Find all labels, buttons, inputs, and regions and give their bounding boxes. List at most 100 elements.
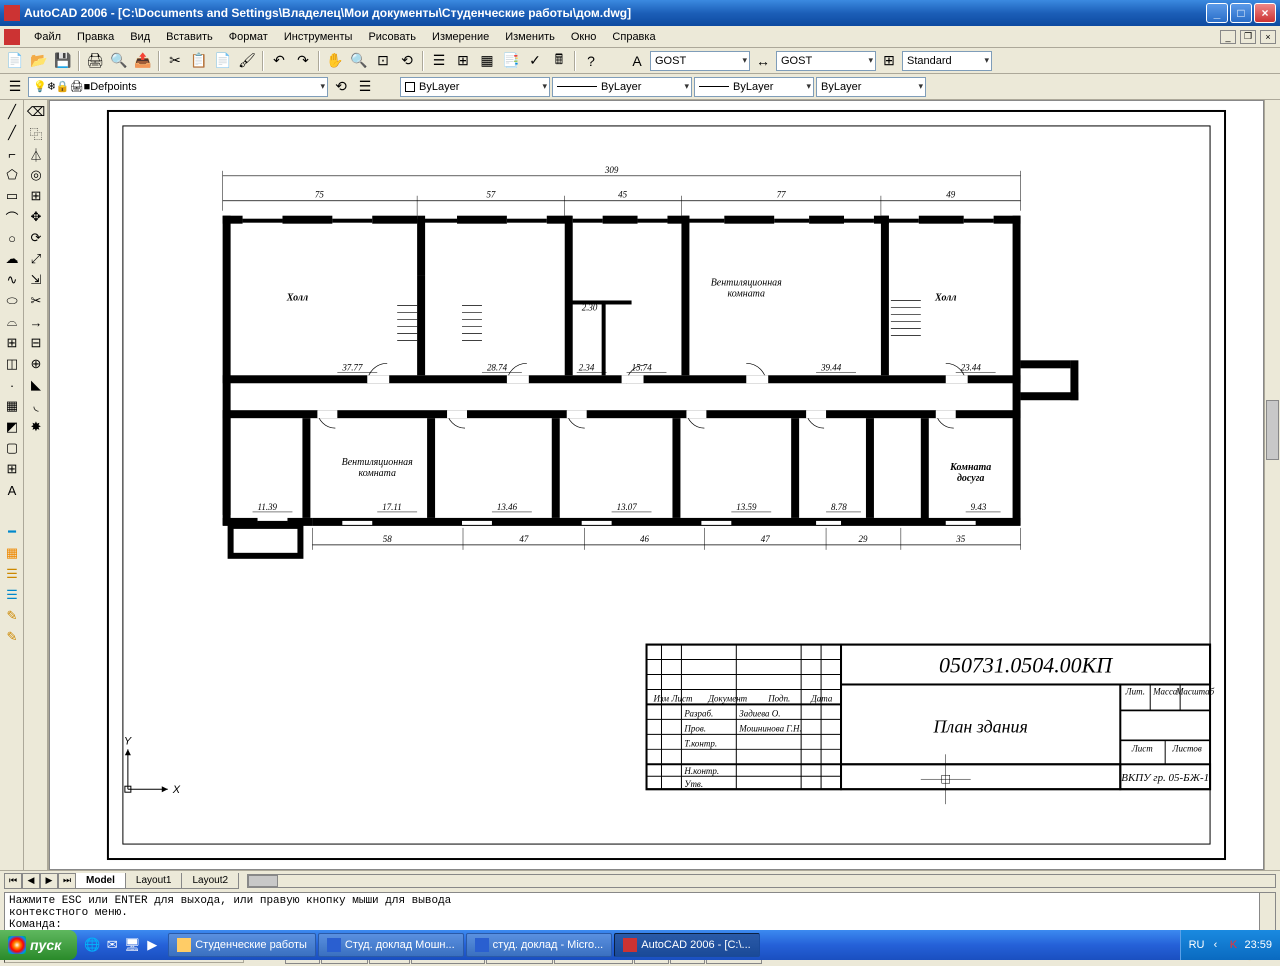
cut-button[interactable]: ✂ <box>164 50 186 72</box>
help-button[interactable]: ? <box>580 50 602 72</box>
ql-mail-icon[interactable]: ✉ <box>103 936 121 954</box>
arc-button[interactable]: ⌒ <box>2 207 22 227</box>
tablestyle-dropdown[interactable]: Standard <box>902 51 992 71</box>
tray-expand-icon[interactable]: ‹ <box>1208 938 1222 952</box>
doc-minimize-button[interactable]: _ <box>1220 30 1236 44</box>
save-button[interactable]: 💾 <box>52 50 74 72</box>
language-indicator[interactable]: RU <box>1189 939 1205 951</box>
menu-modify[interactable]: Изменить <box>497 29 563 45</box>
menu-edit[interactable]: Правка <box>69 29 122 45</box>
spline-button[interactable]: ∿ <box>2 270 22 290</box>
id-button[interactable]: ✎ <box>2 606 22 626</box>
clock[interactable]: 23:59 <box>1244 939 1272 951</box>
textstyle-dropdown[interactable]: GOST <box>650 51 750 71</box>
linetype-dropdown[interactable]: ByLayer <box>552 77 692 97</box>
task-button[interactable]: Студенческие работы <box>168 933 316 957</box>
tab-prev-button[interactable]: ◀ <box>22 873 40 889</box>
start-button[interactable]: пуск <box>0 930 77 960</box>
ellipsearc-button[interactable]: ⌓ <box>2 312 22 332</box>
point-button[interactable]: · <box>2 375 22 395</box>
explode-button[interactable]: ✸ <box>26 417 46 437</box>
massprop-button[interactable]: ☰ <box>2 564 22 584</box>
rotate-button[interactable]: ⟳ <box>26 228 46 248</box>
menu-draw[interactable]: Рисовать <box>360 29 424 45</box>
task-button[interactable]: Студ. доклад Мошн... <box>318 933 464 957</box>
ql-ie-icon[interactable]: 🌐 <box>83 936 101 954</box>
hscroll-thumb[interactable] <box>248 875 278 887</box>
layer-states-button[interactable]: ☰ <box>354 76 376 98</box>
ql-desktop-icon[interactable]: 🖥 <box>123 936 141 954</box>
hatch-button[interactable]: ▦ <box>2 396 22 416</box>
vertical-scrollbar[interactable] <box>1264 100 1280 870</box>
toolpalettes-button[interactable]: ▦ <box>476 50 498 72</box>
mirror-button[interactable]: ⏃ <box>26 144 46 164</box>
offset-button[interactable]: ◎ <box>26 165 46 185</box>
color-dropdown[interactable]: ByLayer <box>400 77 550 97</box>
revcloud-button[interactable]: ☁ <box>2 249 22 269</box>
lineweight-dropdown[interactable]: ByLayer <box>694 77 814 97</box>
mtext-button[interactable]: A <box>2 480 22 500</box>
copy-button[interactable]: 📋 <box>188 50 210 72</box>
polygon-button[interactable]: ⬠ <box>2 165 22 185</box>
move-button[interactable]: ✥ <box>26 207 46 227</box>
zoom-rt-button[interactable]: 🔍 <box>348 50 370 72</box>
zoom-win-button[interactable]: ⊡ <box>372 50 394 72</box>
gradient-button[interactable]: ◩ <box>2 417 22 437</box>
stretch-button[interactable]: ⇲ <box>26 270 46 290</box>
preview-button[interactable]: 🔍 <box>108 50 130 72</box>
layer-dropdown[interactable]: 💡❄🔒🖨■ Defpoints <box>28 77 328 97</box>
menu-file[interactable]: Файл <box>26 29 69 45</box>
distance-button[interactable]: ━ <box>2 522 22 542</box>
tab-layout2[interactable]: Layout2 <box>181 873 239 889</box>
menu-view[interactable]: Вид <box>122 29 158 45</box>
circle-button[interactable]: ○ <box>2 228 22 248</box>
table-button[interactable]: ⊞ <box>2 459 22 479</box>
list-button[interactable]: ☰ <box>2 585 22 605</box>
doc-close-button[interactable]: × <box>1260 30 1276 44</box>
fillet-button[interactable]: ◟ <box>26 396 46 416</box>
plot-button[interactable]: 🖨 <box>84 50 106 72</box>
copy-obj-button[interactable]: ⿻ <box>26 123 46 143</box>
break-button[interactable]: ⊟ <box>26 333 46 353</box>
insert-button[interactable]: ⊞ <box>2 333 22 353</box>
tab-last-button[interactable]: ⏭ <box>58 873 76 889</box>
line-button[interactable]: ╱ <box>2 102 22 122</box>
time-button[interactable]: ✎ <box>2 627 22 647</box>
designcenter-button[interactable]: ⊞ <box>452 50 474 72</box>
new-button[interactable]: 📄 <box>4 50 26 72</box>
xline-button[interactable]: ╱ <box>2 123 22 143</box>
maximize-button[interactable]: □ <box>1230 3 1252 23</box>
dimstyle-dropdown[interactable]: GOST <box>776 51 876 71</box>
menu-dimension[interactable]: Измерение <box>424 29 497 45</box>
markup-button[interactable]: ✓ <box>524 50 546 72</box>
layer-manager-button[interactable]: ☰ <box>4 76 26 98</box>
undo-button[interactable]: ↶ <box>268 50 290 72</box>
trim-button[interactable]: ✂ <box>26 291 46 311</box>
match-button[interactable]: 🖌 <box>236 50 258 72</box>
horizontal-scrollbar[interactable] <box>247 874 1276 888</box>
task-button[interactable]: AutoCAD 2006 - [C:\... <box>614 933 759 957</box>
menu-tools[interactable]: Инструменты <box>276 29 361 45</box>
chamfer-button[interactable]: ◣ <box>26 375 46 395</box>
menu-help[interactable]: Справка <box>604 29 663 45</box>
quickcalc-button[interactable]: 🖩 <box>548 50 570 72</box>
tab-layout1[interactable]: Layout1 <box>125 873 183 889</box>
layer-prev-button[interactable]: ⟲ <box>330 76 352 98</box>
doc-restore-button[interactable]: ❐ <box>1240 30 1256 44</box>
tab-first-button[interactable]: ⏮ <box>4 873 22 889</box>
erase-button[interactable]: ⌫ <box>26 102 46 122</box>
area-button[interactable]: ▦ <box>2 543 22 563</box>
close-button[interactable]: × <box>1254 3 1276 23</box>
ellipse-button[interactable]: ⬭ <box>2 291 22 311</box>
scroll-thumb[interactable] <box>1266 400 1279 460</box>
plotstyle-dropdown[interactable]: ByLayer <box>816 77 926 97</box>
tray-antivirus-icon[interactable]: K <box>1226 938 1240 952</box>
tab-next-button[interactable]: ▶ <box>40 873 58 889</box>
scale-button[interactable]: ⤢ <box>26 249 46 269</box>
open-button[interactable]: 📂 <box>28 50 50 72</box>
pan-button[interactable]: ✋ <box>324 50 346 72</box>
tab-model[interactable]: Model <box>75 873 126 889</box>
zoom-prev-button[interactable]: ⟲ <box>396 50 418 72</box>
array-button[interactable]: ⊞ <box>26 186 46 206</box>
pline-button[interactable]: ⌐ <box>2 144 22 164</box>
